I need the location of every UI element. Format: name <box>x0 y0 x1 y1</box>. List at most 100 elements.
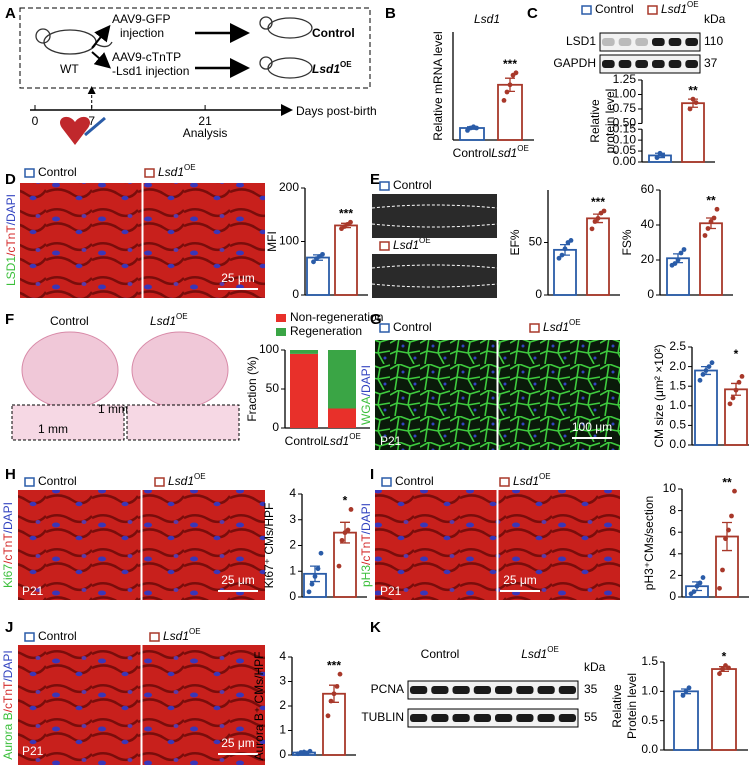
band-size: 37 <box>704 56 718 70</box>
data-point <box>660 153 666 158</box>
y-tick-label: 1.0 <box>641 684 658 698</box>
legend-swatch <box>647 5 658 15</box>
group-name: Lsd1 <box>158 165 184 179</box>
y-axis-label: pH3⁺CMs/section <box>642 496 656 590</box>
blot-row-label: TUBLIN <box>361 710 404 724</box>
scale-label: 25 μm <box>221 271 255 285</box>
stain-part: /cTnT <box>4 225 18 256</box>
y-tick-label: 0.0 <box>641 742 658 756</box>
micrograph <box>498 340 620 450</box>
group-name: Lsd1 <box>513 474 539 488</box>
stain-part: /cTnT <box>1 681 15 712</box>
y-tick-label: 50 <box>529 235 543 249</box>
blot-band <box>473 686 491 694</box>
dashed-box <box>19 7 371 89</box>
scale-label: 25 μm <box>503 573 537 587</box>
band-size: 110 <box>704 34 723 48</box>
data-point <box>700 575 706 580</box>
blot-band <box>652 60 665 68</box>
y-tick-label: 0.0 <box>669 437 686 451</box>
group-label: Control <box>453 146 492 160</box>
data-point <box>320 251 325 257</box>
bar <box>711 668 737 751</box>
micrograph <box>375 340 497 450</box>
y-tick-label: 0.15 <box>613 121 637 135</box>
blot-band <box>495 714 513 722</box>
y-tick-label: 8 <box>669 503 676 517</box>
data-point <box>720 567 725 573</box>
group-label: Lsd1OE <box>661 0 699 16</box>
legend-label: Non-regeneration <box>290 310 383 324</box>
stain-part: /DAPI <box>4 194 18 225</box>
blot-band <box>495 686 513 694</box>
bar-segment <box>290 353 318 428</box>
chart-title: Lsd1 <box>474 12 500 26</box>
data-point <box>697 580 703 586</box>
data-point <box>595 215 601 221</box>
legend-swatch <box>379 241 390 251</box>
data-point <box>700 372 706 377</box>
group-sup: OE <box>569 318 581 327</box>
panel-letter: E <box>370 171 380 188</box>
blot-band <box>635 38 648 46</box>
band-size: 55 <box>584 710 598 724</box>
group-label: Lsd1OE <box>521 645 559 661</box>
blot-band <box>473 714 491 722</box>
analysis-label: Analysis <box>183 126 228 140</box>
age-label: P21 <box>380 434 402 448</box>
group-sup: OE <box>189 627 201 636</box>
band-size: 35 <box>584 682 598 696</box>
y-tick-label: 4 <box>279 649 286 663</box>
y-tick-label: 10 <box>663 481 677 495</box>
group-label: Lsd1OE <box>168 472 206 488</box>
age-label: P21 <box>22 744 44 758</box>
blot-band <box>558 714 576 722</box>
legend-swatch <box>149 632 160 642</box>
group-label: Lsd1OE <box>312 60 352 76</box>
stain-part: WGA <box>359 396 373 425</box>
y-tick-label: 0.00 <box>613 154 637 168</box>
echo-trace <box>371 204 498 228</box>
group-name: Lsd1 <box>491 146 517 160</box>
micrograph <box>143 183 265 298</box>
group-label: Lsd1OE <box>491 144 529 160</box>
group-label: Control <box>38 165 77 179</box>
panel-letter: F <box>5 311 14 328</box>
group-sup: OE <box>547 645 559 654</box>
data-point <box>654 155 660 161</box>
data-point <box>334 684 340 689</box>
data-point <box>732 488 737 494</box>
panel-letter: G <box>370 311 382 328</box>
day-label: 0 <box>32 114 39 128</box>
group-sup: OE <box>419 236 431 245</box>
blot-band <box>635 60 648 68</box>
data-point <box>348 219 353 225</box>
group-label: Lsd1OE <box>513 472 551 488</box>
data-point <box>309 581 315 587</box>
blot-band <box>537 714 555 722</box>
y-axis-label: Ki67⁺ CMs/HPF <box>262 503 276 589</box>
data-point <box>318 550 324 556</box>
y-tick-label: 1.5 <box>669 378 686 392</box>
y-axis-label: protein level <box>603 89 617 154</box>
data-point <box>331 691 337 697</box>
y-tick-label: 6 <box>669 524 676 538</box>
data-point <box>691 589 697 594</box>
arrow <box>91 51 112 69</box>
data-point <box>568 238 574 243</box>
data-point <box>312 574 318 579</box>
micrograph <box>375 490 497 600</box>
significance: * <box>722 650 727 664</box>
significance: *** <box>503 57 517 71</box>
scale-label: 100 μm <box>572 420 612 434</box>
micrograph <box>20 183 142 298</box>
data-point <box>504 89 510 95</box>
blot-band <box>516 714 534 722</box>
y-tick-label: 0 <box>272 420 279 434</box>
bar <box>681 102 705 163</box>
y-tick-label: 2.0 <box>669 359 686 373</box>
stain-label: LSD1/cTnT/DAPI <box>4 194 18 286</box>
micrograph <box>18 645 141 765</box>
panel-letter: I <box>370 466 374 483</box>
